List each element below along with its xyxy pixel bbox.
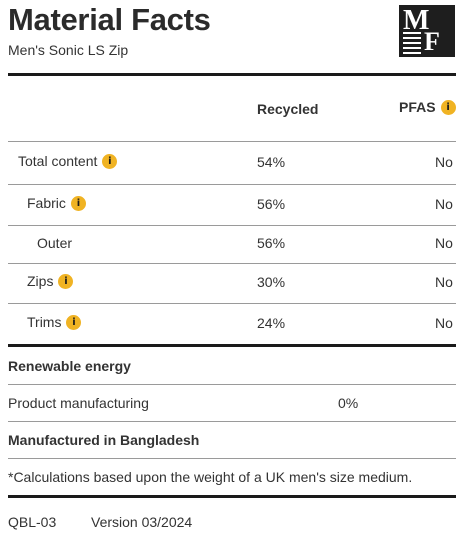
material-facts-logo: M F	[399, 5, 455, 57]
row-recycled-value: 56%	[257, 196, 286, 212]
table-divider	[8, 141, 456, 142]
column-header-recycled: Recycled	[257, 101, 319, 117]
row-pfas-value: No	[435, 315, 453, 331]
trims-info-icon[interactable]: i	[66, 314, 82, 330]
section-divider-thin	[8, 421, 456, 422]
product-manufacturing-label: Product manufacturing	[8, 395, 149, 411]
zips-info-icon[interactable]: i	[58, 273, 74, 289]
table-row-label-trims: Trims i	[27, 312, 82, 332]
table-row-label-outer: Outer	[37, 235, 73, 251]
column-header-pfas-label: PFAS	[399, 99, 436, 115]
footer-divider	[8, 495, 456, 498]
logo-letter-m: M	[403, 5, 430, 36]
footer-code: QBL-03	[8, 514, 57, 530]
calculation-note: *Calculations based upon the weight of a…	[8, 469, 413, 485]
table-row-label-total-content: Total content i	[18, 151, 118, 171]
footer-version: Version 03/2024	[91, 514, 193, 530]
row-label: Zips	[27, 273, 54, 289]
row-pfas-value: No	[435, 235, 453, 251]
row-pfas-value: No	[435, 154, 453, 170]
table-row-label-zips: Zips i	[27, 271, 74, 291]
table-divider	[8, 303, 456, 304]
renewable-energy-heading: Renewable energy	[8, 358, 131, 374]
page-title: Material Facts	[8, 2, 211, 37]
table-divider	[8, 263, 456, 264]
row-pfas-value: No	[435, 274, 453, 290]
table-divider	[8, 184, 456, 185]
row-recycled-value: 30%	[257, 274, 286, 290]
product-manufacturing-value: 0%	[338, 395, 359, 411]
origin-heading: Manufactured in Bangladesh	[8, 432, 200, 448]
row-label: Trims	[27, 314, 62, 330]
row-recycled-value: 54%	[257, 154, 286, 170]
pfas-info-icon[interactable]: i	[440, 99, 456, 115]
row-label: Fabric	[27, 195, 66, 211]
row-recycled-value: 24%	[257, 315, 286, 331]
logo-lines-icon	[403, 32, 421, 57]
row-recycled-value: 56%	[257, 235, 286, 251]
section-divider-thin	[8, 384, 456, 385]
section-divider-thin	[8, 458, 456, 459]
logo-letter-f: F	[424, 27, 440, 56]
section-divider	[8, 344, 456, 347]
table-divider	[8, 225, 456, 226]
header-divider	[8, 73, 456, 76]
row-pfas-value: No	[435, 196, 453, 212]
column-header-pfas: PFAS i	[399, 99, 456, 115]
product-name: Men's Sonic LS Zip	[8, 42, 129, 58]
fabric-info-icon[interactable]: i	[70, 195, 86, 211]
table-row-label-fabric: Fabric i	[27, 193, 86, 213]
total-content-info-icon[interactable]: i	[102, 153, 118, 169]
row-label: Total content	[18, 153, 98, 169]
